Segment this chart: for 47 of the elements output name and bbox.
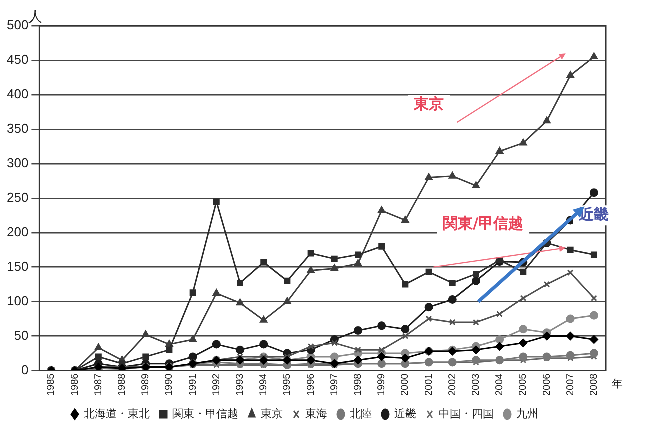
x-tick-label: 2001 — [424, 373, 435, 396]
x-axis-title: 年 — [612, 378, 623, 391]
x-tick-label: 1996 — [306, 373, 317, 396]
legend-label: 九州 — [516, 407, 538, 420]
y-axis-title: 人 — [28, 10, 43, 26]
y-tick-label: 400 — [6, 86, 29, 102]
y-tick-label: 200 — [6, 224, 29, 240]
x-tick-label: 2002 — [447, 373, 458, 396]
y-tick-label: 100 — [6, 293, 29, 308]
annotation: 東京 — [413, 95, 444, 114]
x-tick-label: 1985 — [46, 373, 58, 396]
y-tick-label: 250 — [6, 190, 29, 205]
x-tick-label: 1993 — [235, 373, 246, 396]
x-tick-label: 2005 — [518, 373, 530, 396]
legend-label: 関東・甲信越 — [172, 407, 238, 420]
x-tick-label: 1988 — [117, 373, 128, 396]
y-tick-label: 300 — [6, 155, 29, 170]
x-tick-label: 1998 — [352, 373, 364, 396]
x-tick-label: 1989 — [140, 373, 152, 396]
x-tick-label: 1997 — [329, 373, 340, 396]
x-tick-label: 2003 — [470, 373, 482, 396]
x-tick-label: 2006 — [542, 373, 553, 396]
y-tick-label: 0 — [21, 362, 29, 378]
x-tick-label: 2000 — [400, 373, 412, 396]
x-tick-label: 2004 — [494, 373, 506, 396]
x-tick-label: 2007 — [565, 373, 576, 396]
y-tick-label: 50 — [14, 328, 29, 343]
x-tick-label: 1995 — [282, 373, 294, 396]
y-tick-label: 450 — [6, 52, 29, 68]
y-tick-label: 150 — [6, 258, 29, 274]
x-tick-label: 1987 — [93, 373, 104, 396]
x-tick-label: 1991 — [188, 373, 199, 396]
legend-label: 北陸 — [350, 407, 372, 420]
legend-label: 東海 — [306, 407, 328, 420]
x-tick-label: 1992 — [211, 373, 222, 396]
x-tick-label: 1986 — [70, 373, 81, 396]
x-tick-label: 1994 — [258, 373, 270, 396]
x-tick-label: 2008 — [588, 373, 600, 396]
annotation: 関東/甲信越 — [443, 214, 524, 232]
x-tick-label: 1990 — [164, 373, 176, 396]
legend-label: 北海道・東北 — [84, 407, 150, 420]
legend-label: 近畿 — [394, 407, 416, 420]
legend-label: 中国・四国 — [439, 407, 494, 420]
legend-label: 東京 — [261, 407, 283, 420]
y-tick-label: 350 — [6, 121, 29, 136]
y-tick-label: 500 — [6, 18, 29, 33]
x-tick-label: 1999 — [376, 373, 388, 396]
